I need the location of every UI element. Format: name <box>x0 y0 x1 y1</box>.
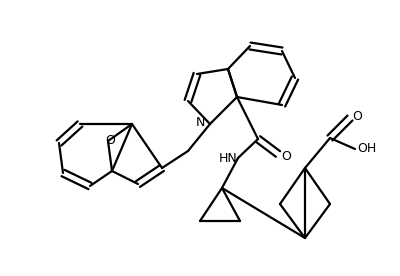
Text: N: N <box>195 116 205 129</box>
Text: O: O <box>352 110 362 123</box>
Text: O: O <box>105 134 115 147</box>
Text: O: O <box>281 150 291 163</box>
Text: HN: HN <box>219 153 237 166</box>
Text: OH: OH <box>357 142 377 155</box>
